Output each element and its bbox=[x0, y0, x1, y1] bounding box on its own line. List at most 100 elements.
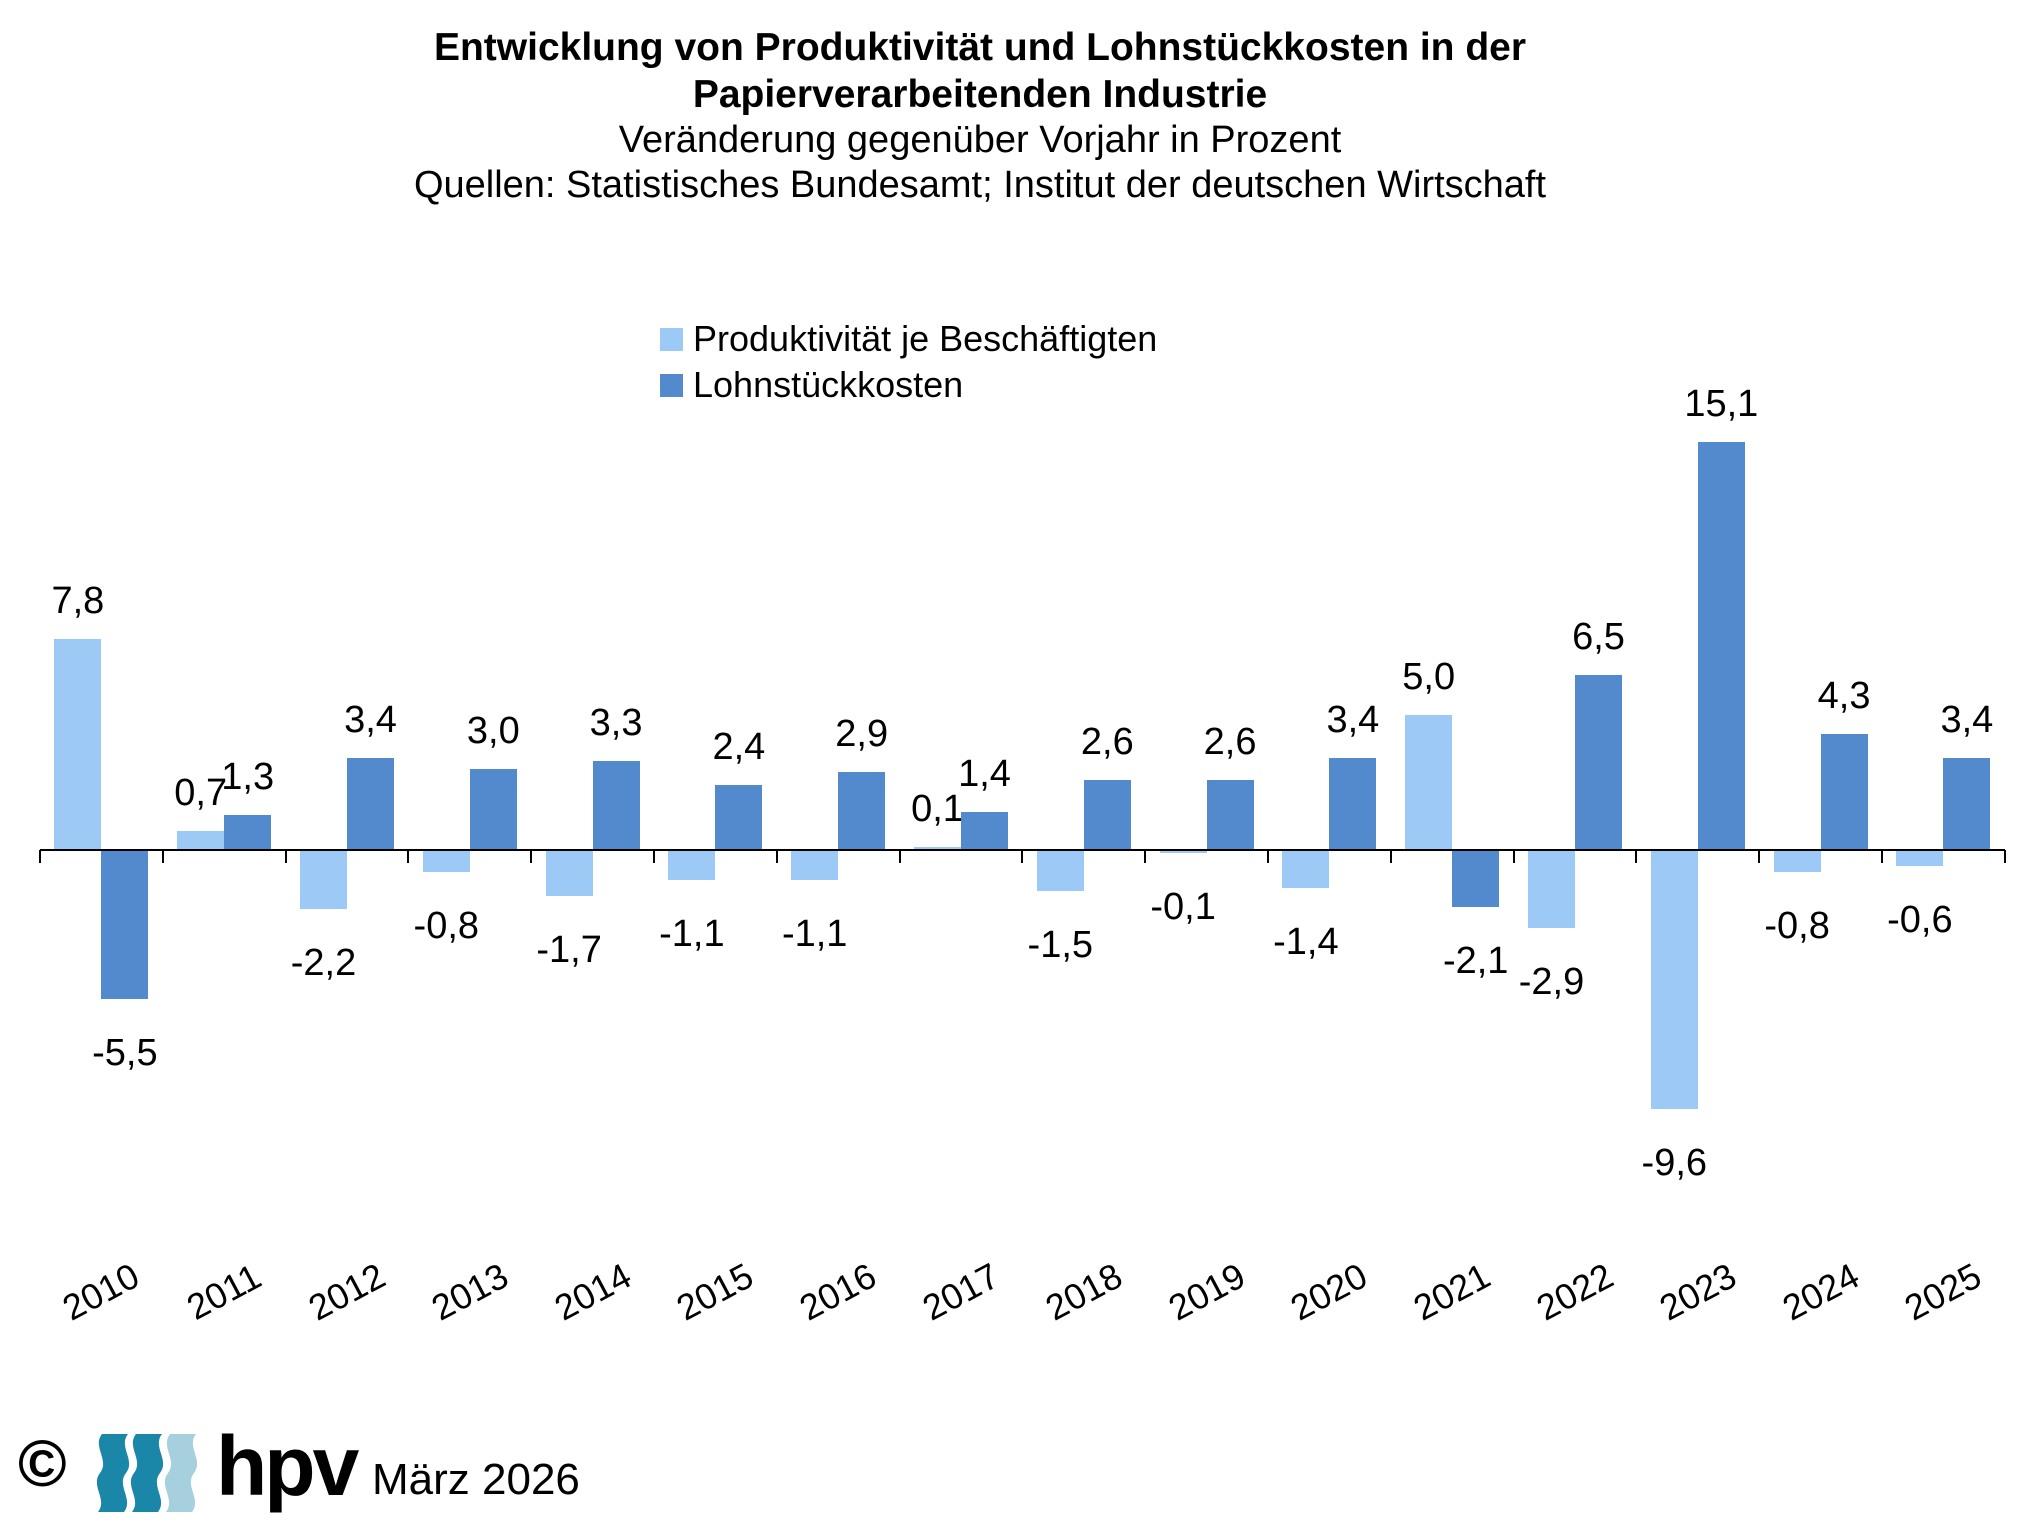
chart-title-line-2: Papierverarbeitenden Industrie bbox=[692, 73, 1268, 116]
bar-value-label-lohnstueckkosten-2022: 6,5 bbox=[1572, 615, 1625, 658]
bar-value-label-produktivitaet-2012: -2,2 bbox=[290, 942, 357, 985]
x-axis-label-2012: 2012 bbox=[301, 1254, 392, 1329]
bar-value-label-produktivitaet-2022: -2,9 bbox=[1518, 961, 1585, 1004]
bar-value-label-lohnstueckkosten-2018: 2,6 bbox=[1080, 720, 1134, 763]
hpv-logo-text: hpv bbox=[216, 1419, 359, 1513]
bar-value-label-produktivitaet-2023: -9,6 bbox=[1641, 1142, 1708, 1185]
x-axis-label-2013: 2013 bbox=[424, 1254, 515, 1329]
bar-produktivitaet-2015 bbox=[668, 850, 716, 880]
bar-produktivitaet-2023 bbox=[1650, 850, 1698, 1110]
bar-value-label-produktivitaet-2024: -0,8 bbox=[1764, 904, 1830, 947]
bar-produktivitaet-2010 bbox=[54, 639, 102, 850]
bar-value-label-lohnstueckkosten-2013: 3,0 bbox=[466, 710, 520, 752]
x-axis-tick bbox=[2003, 850, 2006, 863]
x-axis-tick bbox=[161, 850, 164, 863]
bar-lohnstueckkosten-2023 bbox=[1697, 442, 1745, 850]
bar-value-label-produktivitaet-2015: -1,1 bbox=[659, 912, 725, 955]
bar-lohnstueckkosten-2016 bbox=[838, 771, 886, 850]
bar-value-label-lohnstueckkosten-2021: -2,1 bbox=[1442, 939, 1509, 982]
bar-value-label-produktivitaet-2020: -1,4 bbox=[1273, 920, 1339, 963]
footer: © hpv März 2026 bbox=[0, 1419, 900, 1536]
x-axis-tick bbox=[1021, 850, 1024, 863]
bar-value-label-lohnstueckkosten-2020: 3,4 bbox=[1326, 699, 1380, 742]
bar-value-label-lohnstueckkosten-2014: 3,3 bbox=[589, 701, 643, 744]
x-axis-label-2019: 2019 bbox=[1161, 1254, 1252, 1329]
x-axis-tick bbox=[1512, 850, 1515, 863]
bar-lohnstueckkosten-2022 bbox=[1575, 674, 1622, 850]
bar-value-label-lohnstueckkosten-2016: 2,9 bbox=[835, 712, 889, 755]
bar-produktivitaet-2014 bbox=[545, 850, 593, 896]
bar-produktivitaet-2018 bbox=[1036, 850, 1084, 891]
x-axis-tick bbox=[1635, 850, 1638, 863]
bar-value-label-produktivitaet-2014: -1,7 bbox=[536, 928, 602, 971]
bar-value-label-lohnstueckkosten-2024: 4,3 bbox=[1817, 674, 1871, 717]
bar-produktivitaet-2022 bbox=[1528, 850, 1575, 929]
x-axis-label-2020: 2020 bbox=[1284, 1254, 1375, 1329]
chart-subtitle: Veränderung gegenüber Vorjahr in Prozent bbox=[618, 119, 1342, 161]
x-axis-label-2024: 2024 bbox=[1775, 1254, 1866, 1329]
bar-lohnstueckkosten-2010 bbox=[101, 850, 149, 999]
legend-label-produktivitaet: Produktivität je Beschäftigten bbox=[693, 318, 1158, 359]
bar-value-label-produktivitaet-2017: 0,1 bbox=[911, 788, 964, 831]
bar-produktivitaet-2012 bbox=[300, 850, 347, 910]
x-axis-tick bbox=[1758, 850, 1761, 863]
x-axis-label-2017: 2017 bbox=[915, 1254, 1006, 1329]
chart-source: Quellen: Statistisches Bundesamt; Instit… bbox=[413, 164, 1547, 206]
x-axis-label-2015: 2015 bbox=[670, 1254, 761, 1329]
legend-item-lohnstueckkosten: Lohnstückkosten bbox=[660, 362, 1157, 408]
bar-lohnstueckkosten-2019 bbox=[1206, 779, 1254, 850]
bar-value-label-lohnstueckkosten-2025: 3,4 bbox=[1940, 699, 1994, 742]
bar-value-label-lohnstueckkosten-2019: 2,6 bbox=[1203, 720, 1257, 763]
legend-item-produktivitaet: Produktivität je Beschäftigten bbox=[660, 316, 1157, 362]
bar-value-label-lohnstueckkosten-2010: -5,5 bbox=[92, 1031, 158, 1074]
x-axis-label-2011: 2011 bbox=[180, 1255, 268, 1328]
copyright-icon: © bbox=[18, 1426, 67, 1500]
bar-lohnstueckkosten-2025 bbox=[1943, 758, 1991, 850]
x-axis-tick bbox=[653, 850, 655, 863]
x-axis-label-2025: 2025 bbox=[1898, 1254, 1989, 1329]
legend-swatch-produktivitaet-icon bbox=[660, 327, 683, 351]
footer-date: März 2026 bbox=[372, 1455, 580, 1504]
x-axis-tick bbox=[898, 850, 901, 863]
x-axis-label-2014: 2014 bbox=[547, 1254, 638, 1329]
bar-produktivitaet-2011 bbox=[177, 831, 225, 850]
bar-produktivitaet-2019 bbox=[1159, 850, 1207, 853]
bar-lohnstueckkosten-2021 bbox=[1452, 850, 1500, 907]
bar-produktivitaet-2024 bbox=[1773, 850, 1821, 872]
x-axis-tick bbox=[407, 850, 410, 863]
x-axis-tick bbox=[1881, 850, 1883, 863]
bar-produktivitaet-2025 bbox=[1896, 850, 1944, 867]
bar-produktivitaet-2021 bbox=[1405, 715, 1453, 850]
hpv-logo-waves-icon bbox=[96, 1434, 198, 1512]
bar-value-label-produktivitaet-2025: -0,6 bbox=[1887, 899, 1953, 942]
title-block: Entwicklung von Produktivität und Lohnst… bbox=[0, 24, 1960, 208]
x-axis-tick bbox=[1267, 850, 1269, 863]
bar-lohnstueckkosten-2012 bbox=[347, 758, 394, 850]
bar-produktivitaet-2020 bbox=[1282, 850, 1330, 888]
x-axis-tick bbox=[530, 850, 533, 863]
legend-swatch-lohnstueckkosten-icon bbox=[660, 373, 683, 397]
bar-value-label-lohnstueckkosten-2015: 2,4 bbox=[712, 726, 766, 769]
x-axis-tick bbox=[1144, 850, 1147, 863]
x-axis-tick bbox=[1389, 850, 1392, 863]
x-axis-label-2010: 2010 bbox=[56, 1254, 147, 1329]
bar-lohnstueckkosten-2020 bbox=[1329, 758, 1377, 850]
bar-produktivitaet-2017 bbox=[914, 847, 961, 850]
bar-value-label-lohnstueckkosten-2012: 3,4 bbox=[344, 699, 397, 742]
bar-lohnstueckkosten-2017 bbox=[961, 812, 1008, 850]
chart-title-line-1: Entwicklung von Produktivität und Lohnst… bbox=[433, 26, 1527, 69]
x-axis-label-2021: 2021 bbox=[1406, 1254, 1497, 1329]
bar-value-label-lohnstueckkosten-2017: 1,4 bbox=[958, 753, 1011, 796]
bar-value-label-produktivitaet-2018: -1,5 bbox=[1027, 923, 1094, 966]
bar-value-label-produktivitaet-2010: 7,8 bbox=[51, 580, 105, 623]
bar-value-label-lohnstueckkosten-2011: 1,3 bbox=[221, 755, 275, 798]
bar-value-label-produktivitaet-2019: -0,1 bbox=[1150, 885, 1216, 928]
bar-value-label-lohnstueckkosten-2023: 15,1 bbox=[1684, 383, 1759, 426]
x-axis-label-2022: 2022 bbox=[1529, 1254, 1620, 1329]
bar-lohnstueckkosten-2018 bbox=[1083, 779, 1131, 850]
bar-value-label-produktivitaet-2013: -0,8 bbox=[413, 904, 480, 947]
bar-value-label-produktivitaet-2021: 5,0 bbox=[1402, 656, 1456, 698]
bar-lohnstueckkosten-2013 bbox=[469, 769, 517, 850]
